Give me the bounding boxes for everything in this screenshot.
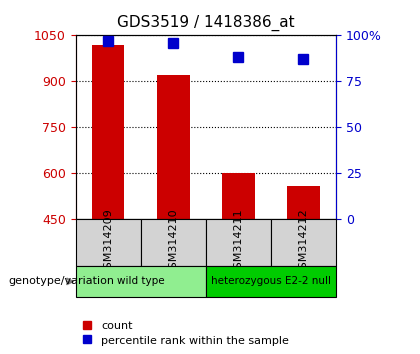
Text: wild type: wild type bbox=[117, 276, 165, 286]
Text: GSM314209: GSM314209 bbox=[103, 209, 113, 276]
Text: GSM314210: GSM314210 bbox=[168, 209, 178, 276]
Text: GSM314211: GSM314211 bbox=[234, 209, 243, 276]
Title: GDS3519 / 1418386_at: GDS3519 / 1418386_at bbox=[117, 15, 294, 31]
FancyBboxPatch shape bbox=[206, 266, 336, 297]
FancyBboxPatch shape bbox=[271, 219, 336, 266]
Bar bbox=[92, 45, 124, 219]
FancyBboxPatch shape bbox=[206, 219, 271, 266]
Bar bbox=[157, 75, 189, 219]
Text: GSM314212: GSM314212 bbox=[299, 209, 308, 276]
Bar bbox=[222, 173, 255, 219]
FancyBboxPatch shape bbox=[141, 219, 206, 266]
Text: genotype/variation: genotype/variation bbox=[8, 276, 114, 286]
FancyBboxPatch shape bbox=[76, 266, 206, 297]
FancyBboxPatch shape bbox=[76, 219, 141, 266]
Text: heterozygous E2-2 null: heterozygous E2-2 null bbox=[211, 276, 331, 286]
Bar bbox=[287, 186, 320, 219]
Legend: count, percentile rank within the sample: count, percentile rank within the sample bbox=[81, 321, 289, 346]
